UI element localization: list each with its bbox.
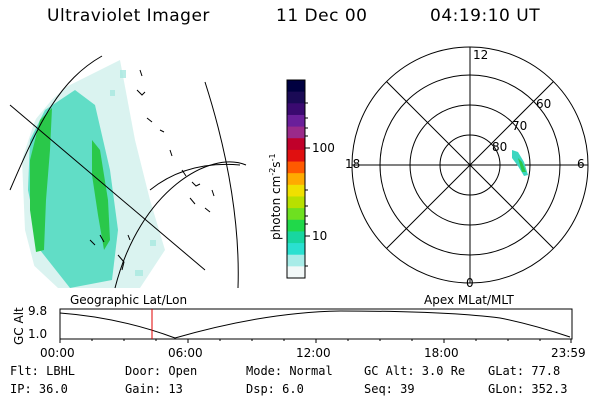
color-scale-stripe (287, 103, 305, 116)
altitude-y-label: GC Alt (12, 307, 26, 345)
altitude-curve (59, 310, 571, 339)
polar-ring-60 (379, 74, 561, 256)
time-label: 04:19:10 UT (430, 6, 541, 26)
color-scale-stripe (287, 138, 305, 151)
color-scale-stripe (287, 114, 305, 128)
instrument-title: Ultraviolet Imager (47, 6, 210, 26)
color-scale-stripe (287, 196, 305, 209)
mlt-label-12: 12 (473, 48, 489, 62)
color-scale-stripe (287, 254, 305, 267)
mlt-label-18: 18 (345, 157, 361, 171)
color-scale-stripe (287, 231, 305, 244)
color-scale-stripe (287, 219, 305, 233)
color-scale-stripe (287, 149, 305, 163)
color-scale-stripe (287, 184, 305, 198)
geo-grid-lines (9, 55, 247, 289)
color-scale-stripe (287, 243, 305, 256)
altitude-x-ticks (59, 339, 572, 343)
info-dsp: Dsp: 6.0 (246, 382, 304, 396)
color-scale-stripe (287, 208, 305, 221)
color-scale-stripe (287, 161, 305, 174)
mlat-label-80: 80 (492, 140, 508, 154)
mlat-label-60: 60 (536, 97, 552, 111)
color-bar-ticks (305, 102, 310, 267)
polar-diagonal-2 (386, 81, 554, 249)
time-tick-2359: 23:59 (551, 346, 586, 360)
color-scale-stripe (287, 80, 305, 93)
mlat-label-70: 70 (512, 119, 528, 133)
aurora-bright-arc-2 (92, 140, 110, 250)
aurora-faint-region (22, 60, 165, 288)
info-seq: Seq: 39 (364, 382, 415, 396)
aurora-mid-region (28, 90, 118, 288)
info-filter: Flt: LBHL (10, 364, 76, 378)
time-tick-0600: 06:00 (168, 346, 203, 360)
color-scale-stripe (287, 126, 305, 139)
info-ip: IP: 36.0 (10, 382, 68, 396)
polar-diagonal-1 (386, 81, 554, 249)
altitude-y-tick-max: 9.8 (28, 304, 48, 318)
polar-aurora-spot (512, 150, 528, 176)
colorbar-tick-100: 100 (312, 141, 335, 155)
colorbar-tick-10: 10 (312, 229, 328, 243)
mlt-label-6: 6 (577, 157, 585, 171)
aurora-bright-arc (30, 108, 52, 252)
polar-ring-80 (439, 134, 501, 196)
info-mode: Mode: Normal (246, 364, 333, 378)
altitude-y-tick-min: 1.0 (28, 327, 48, 341)
info-gain: Gain: 13 (125, 382, 183, 396)
color-scale-stripe (287, 91, 305, 104)
colorbar-unit-label: photon cm-2s-1 (268, 153, 283, 240)
color-scale-stripe (287, 173, 305, 186)
mlt-label-0: 0 (466, 276, 474, 290)
time-tick-1200: 12:00 (296, 346, 331, 360)
info-gc-alt: GC Alt: 3.0 Re (364, 364, 466, 378)
polar-ring-50 (351, 46, 589, 284)
apex-panel-label: Apex MLat/MLT (424, 293, 514, 307)
color-scale-stripe (287, 266, 305, 279)
time-tick-0000: 00:00 (40, 346, 75, 360)
info-door: Door: Open (125, 364, 198, 378)
geographic-panel-label: Geographic Lat/Lon (70, 293, 188, 307)
altitude-plot-frame (59, 308, 573, 340)
color-scale-stripes (287, 80, 305, 279)
info-glat: GLat: 77.8 (488, 364, 561, 378)
info-glon: GLon: 352.3 (488, 382, 568, 396)
date-label: 11 Dec 00 (276, 6, 368, 26)
color-bar-frame (286, 79, 306, 279)
aurora-scatter (110, 70, 156, 276)
time-tick-1800: 18:00 (424, 346, 459, 360)
coastline-fragments (89, 69, 215, 271)
